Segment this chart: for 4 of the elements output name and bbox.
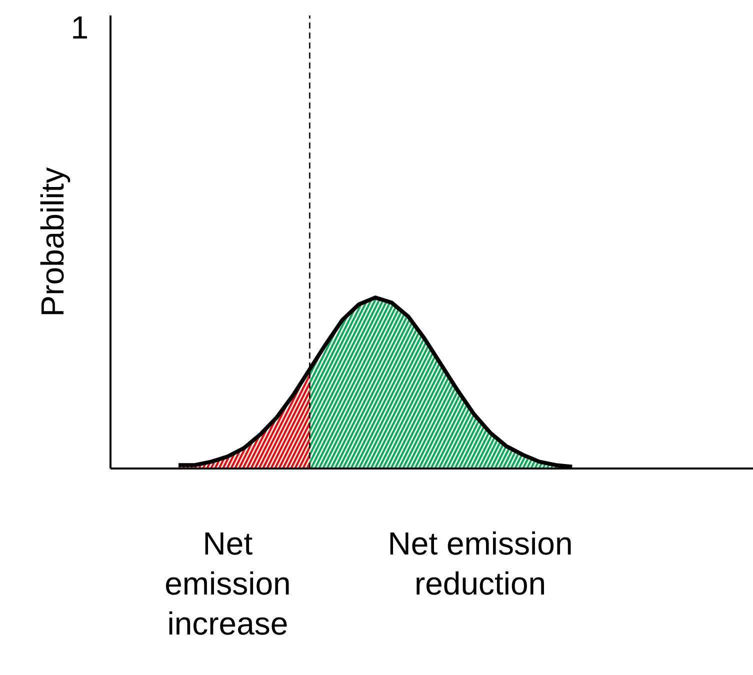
text: Net emission reduction xyxy=(388,526,573,602)
y-axis-title: Probability xyxy=(34,167,70,317)
text: Net emission increase xyxy=(164,526,291,642)
text: 1 xyxy=(70,10,88,46)
